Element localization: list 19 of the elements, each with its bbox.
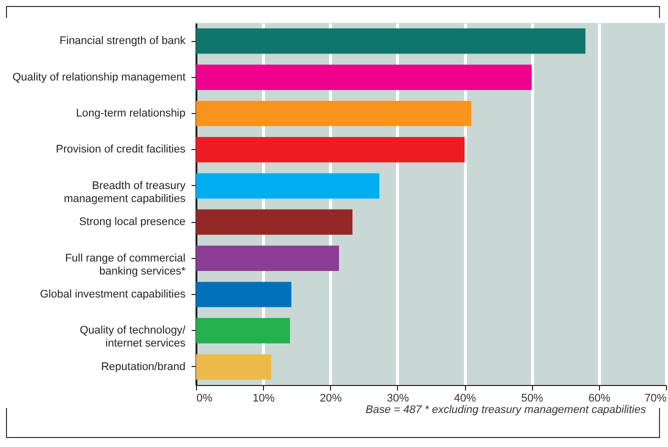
x-tick-label: 20%	[320, 392, 342, 404]
y-tick-label: Reputation/brand	[101, 360, 186, 373]
x-tick-label: 60%	[588, 392, 611, 404]
y-tick-label: Quality of relationship management	[12, 71, 186, 84]
y-tick-label: Financial strength of bank	[60, 35, 186, 48]
x-tick-label: 10%	[252, 392, 275, 404]
text: Base = 487 * excluding treasury management capabilities	[366, 404, 646, 416]
x-tick-label: 30%	[386, 392, 410, 404]
x-tick-label: 40%	[454, 392, 476, 404]
y-tick-label: Breadth of treasury management capabilities	[64, 180, 186, 205]
y-tick-label: Global investment capabilities	[40, 288, 186, 300]
y-tick-label: Long-term relationship	[76, 108, 186, 120]
x-tick-label: 70%	[644, 392, 667, 404]
y-tick-label: Provision of credit facilities	[56, 144, 186, 156]
y-tick-label: Strong local presence	[79, 216, 186, 228]
y-tick-label: Quality of technology/ internet services	[80, 324, 186, 350]
y-tick-label: Full range of commercial banking services*	[65, 252, 186, 278]
x-tick-label: 50%	[521, 392, 544, 404]
x-tick-label: 0%	[196, 392, 213, 404]
